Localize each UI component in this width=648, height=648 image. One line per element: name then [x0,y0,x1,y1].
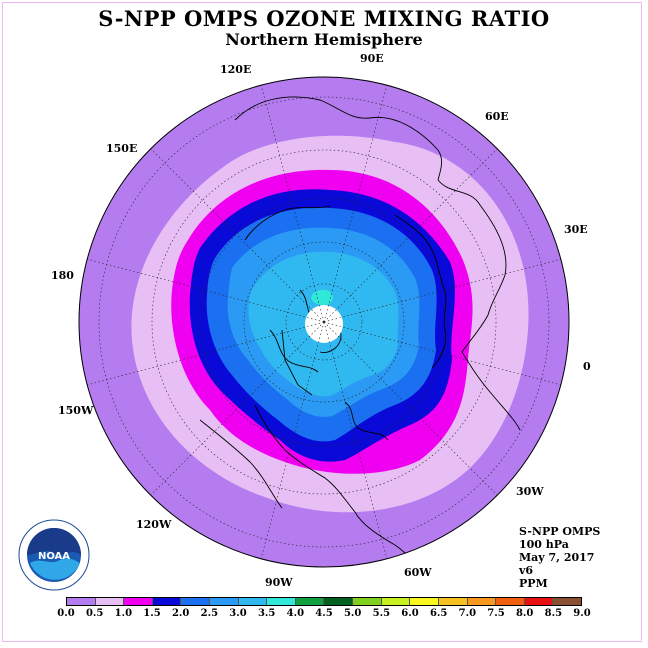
colorbar-tick-label: 8.5 [544,608,563,619]
colorbar-tick-label: 7.5 [487,608,505,619]
colorbar-swatch [353,598,382,605]
colorbar-swatch [324,598,354,605]
map-title: S-NPP OMPS OZONE MIXING RATIO [98,6,550,31]
colorbar-tick-label: 3.5 [257,608,276,619]
colorbar-tick-label: 6.5 [429,608,448,619]
info-level: 100 hPa [519,538,569,551]
colorbar-tick-label: 2.0 [171,608,190,619]
lon-label: 120E [220,63,251,76]
lon-label: 0 [583,360,591,373]
colorbar-tick-label: 0.5 [85,608,104,619]
colorbar-tick-label: 9.0 [573,608,591,619]
longitude-label-group: 90E 60E 30E 0 30W 60W 90W 120W 150W 180 … [51,52,591,589]
colorbar-tick-label: 4.0 [286,608,305,619]
lon-label: 30W [516,485,544,498]
colorbar-tick-label: 6.0 [401,608,419,619]
meridians [86,84,562,560]
info-date: May 7, 2017 [519,551,595,564]
info-block: S-NPP OMPS 100 hPa May 7, 2017 v6 PPM [519,525,600,590]
figure-frame [2,2,642,642]
lon-label: 90W [265,576,293,589]
info-version: v6 [519,564,534,577]
lon-label: 60W [404,566,432,579]
colorbar-tick-label: 1.0 [114,608,133,619]
lon-label: 30E [564,223,588,236]
colorbar-swatch [467,598,497,605]
colorbar-swatch [267,598,296,605]
globe-outline [78,76,570,568]
colorbar-swatch [181,598,211,605]
colorbar-swatch [381,598,411,605]
noaa-logo-text: NOAA [38,551,70,562]
polar-gap [305,305,343,343]
colorbar-swatch [438,598,468,605]
lon-label: 150E [106,142,137,155]
colorbar-swatch [553,598,581,605]
lon-label: 150W [58,404,94,417]
colorbar-tick-label: 3.0 [229,608,247,619]
info-instrument: S-NPP OMPS [519,525,601,538]
colorbar-tick-label: 1.5 [143,608,161,619]
colorbar-swatch [210,598,239,605]
colorbar-swatch [524,598,554,605]
info-units: PPM [519,577,548,590]
colorbar-tick-label: 5.5 [372,608,391,619]
colorbar [66,597,582,606]
latitude-circles [98,96,550,548]
map-subtitle: Northern Hemisphere [225,30,423,49]
coastlines [199,96,521,567]
colorbar-tick-label: 2.5 [200,608,219,619]
lon-label: 120W [136,518,172,531]
lon-label: 180 [51,269,74,282]
noaa-logo: NOAA [18,519,90,596]
colorbar-swatch [67,598,96,605]
lon-label: 90E [360,52,384,65]
colorbar-swatch [496,598,525,605]
colorbar-tick-label: 7.0 [458,608,477,619]
colorbar-swatch [95,598,125,605]
colorbar-ticks: 0.0 0.5 1.0 1.5 2.0 2.5 3.0 3.5 4.0 4.5 5.0 5.5 6.0 6… [57,607,590,621]
colorbar-swatch [152,598,182,605]
colorbar-tick-label: 8.0 [515,608,534,619]
colorbar-swatch [410,598,439,605]
colorbar-tick-label: 0.0 [57,608,75,619]
colorbar-tick-label: 4.5 [315,608,333,619]
lon-label: 60E [485,110,509,123]
colorbar-tick-label: 5.0 [343,608,362,619]
colorbar-swatch [295,598,325,605]
colorbar-swatch [124,598,153,605]
colorbar-swatch [238,598,268,605]
